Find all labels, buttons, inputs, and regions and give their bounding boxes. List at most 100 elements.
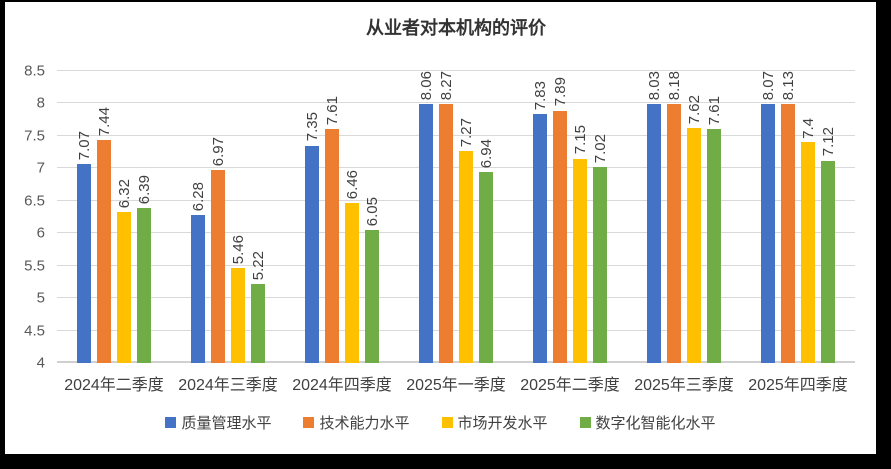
y-tick-label: 5.5 (24, 257, 45, 275)
y-tick-label: 7 (36, 159, 45, 177)
bar-groups: 7.07 7.44 6.32 6.39 6.28 6.97 5.46 5.22 7.35 7.61… (57, 71, 855, 363)
y-tick-label: 7.5 (24, 127, 45, 145)
data-label: 7.62 (685, 94, 703, 125)
data-label: 7.15 (571, 125, 589, 155)
chart-surface: 从业者对本机构的评价 7.07 7.44 6.32 6.39 6.28 6.97 5.46 5… (5, 2, 876, 454)
bar (593, 167, 607, 363)
bar (781, 104, 795, 363)
bar-wrap: 6.32 (115, 71, 133, 363)
bar (137, 207, 151, 363)
data-label: 7.35 (303, 112, 321, 142)
bar-wrap: 7.61 (705, 71, 723, 363)
bar (305, 145, 319, 363)
data-label: 8.27 (437, 71, 455, 101)
legend-label: 技术能力水平 (319, 415, 410, 432)
gridline (57, 134, 855, 136)
bar (687, 128, 701, 363)
bar-wrap: 6.46 (344, 71, 361, 363)
plot-area: 7.07 7.44 6.32 6.39 6.28 6.97 5.46 5.22 7.35 7.61… (24, 64, 855, 371)
bar (191, 215, 205, 363)
data-label: 7.12 (819, 127, 837, 157)
bar (365, 229, 379, 363)
bar-wrap: 7.35 (303, 71, 321, 363)
x-category-label: 2025年三季度 (634, 377, 734, 394)
bar-wrap: 6.94 (477, 71, 495, 363)
legend: 质量管理水平 技术能力水平 市场开发水平 数字化智能化水平 (5, 412, 876, 433)
bar-wrap: 7.89 (551, 71, 569, 363)
y-tick-label: 5 (36, 289, 45, 307)
bar (231, 268, 245, 363)
data-label: 7.61 (705, 95, 723, 125)
bar (821, 160, 835, 363)
data-label: 7.02 (591, 133, 609, 164)
data-label: 6.97 (209, 137, 227, 167)
bar-wrap: 8.06 (418, 71, 435, 363)
legend-entry: 质量管理水平 (165, 412, 271, 433)
bar-group: 6.28 6.97 5.46 5.22 (171, 71, 285, 363)
bar (533, 114, 547, 363)
data-label: 6.32 (115, 179, 133, 209)
bar-wrap: 7.07 (76, 71, 93, 363)
data-label: 5.22 (249, 250, 267, 280)
data-label: 6.94 (477, 139, 495, 169)
legend-marker-icon (165, 417, 177, 428)
gridline (57, 167, 855, 169)
bar-wrap: 8.18 (666, 71, 683, 363)
legend-marker-icon (579, 417, 591, 428)
data-label: 7.44 (95, 106, 113, 136)
bar (97, 139, 111, 363)
data-label: 7.27 (457, 117, 475, 147)
gridline (57, 199, 855, 201)
legend-marker-icon (303, 417, 315, 428)
bar (251, 283, 265, 363)
legend-label: 市场开发水平 (457, 415, 548, 432)
bar-wrap: 6.97 (209, 71, 227, 363)
data-label: 7.89 (551, 77, 569, 107)
x-category-label: 2024年四季度 (292, 377, 392, 394)
bar-wrap: 5.46 (230, 71, 247, 363)
bar-group: 7.07 7.44 6.32 6.39 (57, 71, 171, 363)
bar-group: 8.06 8.27 7.27 6.94 (399, 71, 513, 363)
bar-group: 8.07 8.13 7.4 7.12 (741, 71, 855, 363)
bar-group: 8.03 8.18 7.62 7.61 (627, 71, 741, 363)
gridline (57, 264, 855, 266)
bar (211, 170, 225, 363)
gridline (57, 70, 855, 71)
bar (801, 142, 815, 363)
y-tick-label: 6.5 (24, 192, 45, 210)
bar (325, 128, 339, 363)
legend-label: 数字化智能化水平 (595, 415, 716, 432)
legend-label: 质量管理水平 (181, 415, 272, 432)
legend-entry: 数字化智能化水平 (579, 412, 716, 433)
bar-wrap: 8.03 (646, 71, 663, 363)
bar (345, 203, 359, 363)
bar (553, 110, 567, 363)
x-axis-labels: 2024年二季度 2024年三季度 2024年四季度 2025年一季度 2025年二季度… (57, 371, 855, 395)
x-category-label: 2025年二季度 (520, 377, 620, 394)
bar (573, 158, 587, 363)
y-tick-label: 8.5 (24, 62, 45, 80)
bar (439, 104, 453, 363)
data-label: 7.61 (323, 95, 341, 125)
bar-wrap: 7.02 (591, 71, 609, 363)
data-label: 6.28 (189, 181, 207, 212)
bar-wrap: 7.27 (457, 71, 475, 363)
bar (647, 104, 661, 363)
gridline (57, 232, 855, 234)
bar (459, 150, 473, 363)
x-axis-line (57, 361, 855, 363)
data-label: 6.39 (135, 174, 153, 204)
bar-wrap: 7.15 (571, 71, 589, 363)
gridline (57, 102, 855, 104)
x-category-label: 2025年四季度 (748, 377, 848, 394)
bar-wrap: 7.4 (799, 71, 817, 363)
bar-wrap: 8.27 (437, 71, 455, 363)
x-category-label: 2024年三季度 (178, 377, 278, 394)
y-tick-label: 6 (36, 224, 45, 242)
data-label: 7.4 (799, 117, 817, 139)
bar-wrap: 6.28 (189, 71, 207, 363)
bar-group: 7.35 7.61 6.46 6.05 (285, 71, 399, 363)
bar (761, 104, 775, 363)
bar-wrap: 6.39 (135, 71, 153, 363)
bar-wrap: 7.44 (95, 71, 113, 363)
